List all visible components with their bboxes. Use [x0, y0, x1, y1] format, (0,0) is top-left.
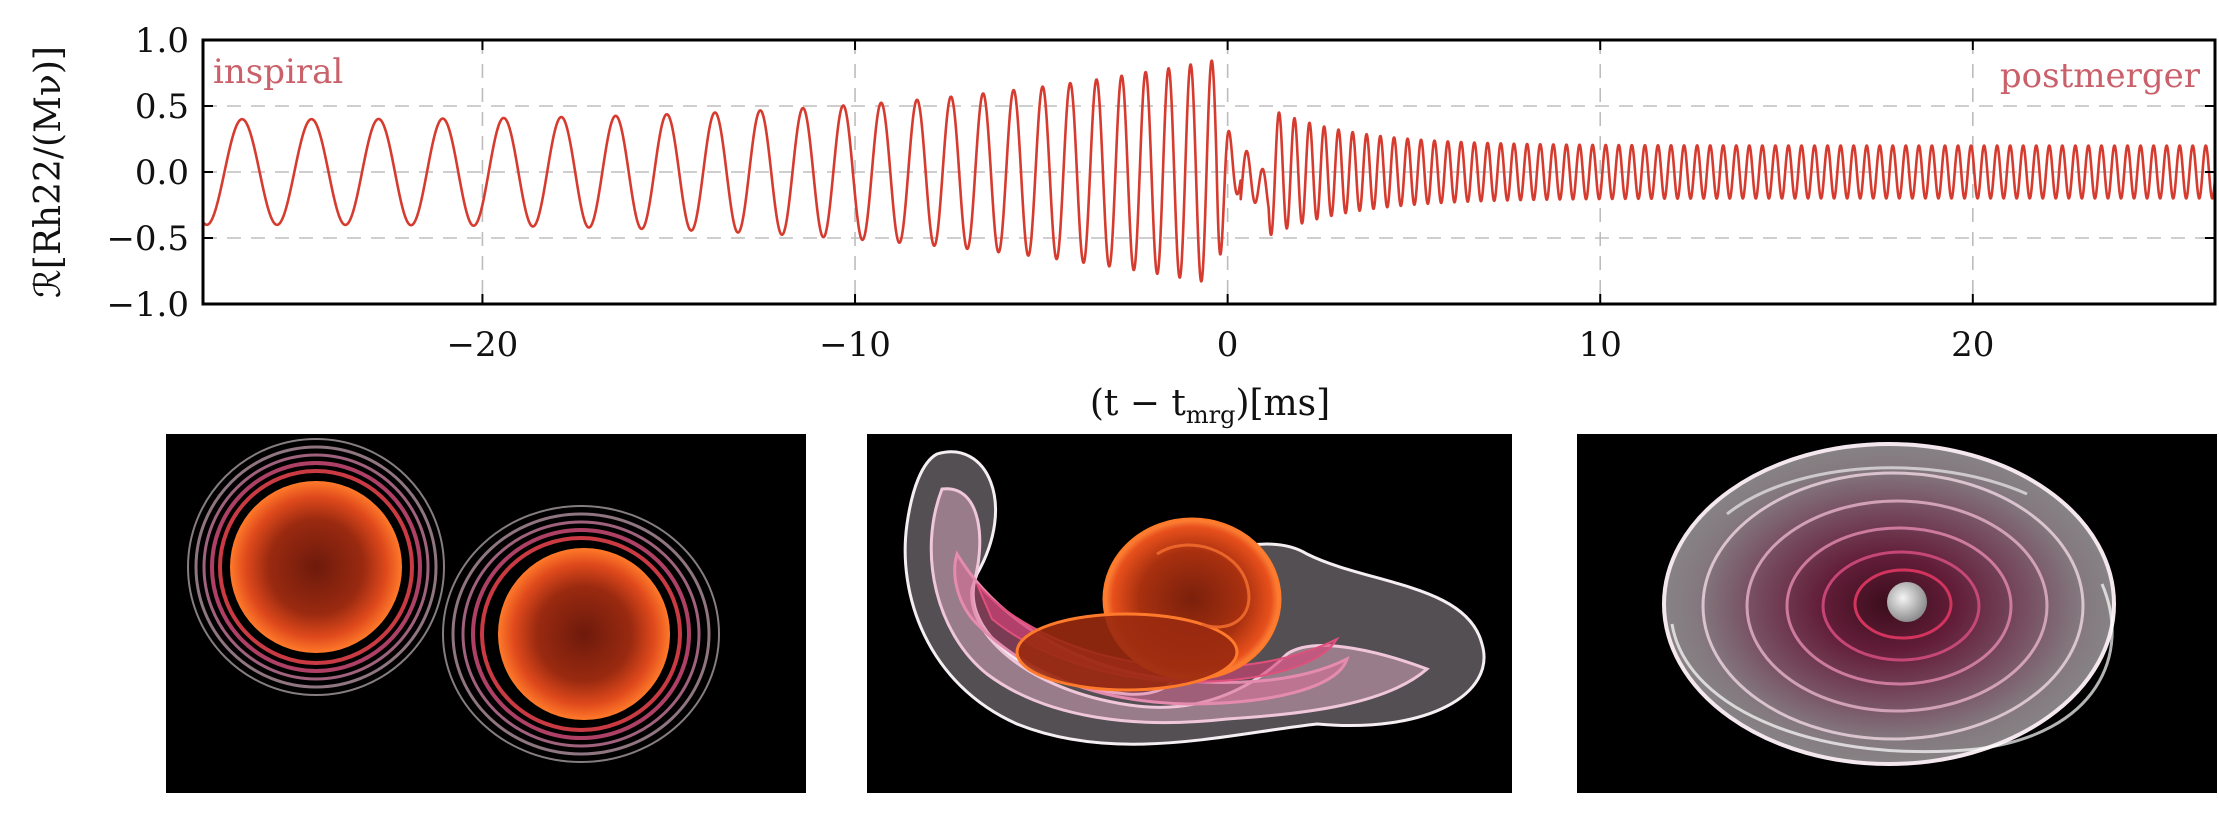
- waveform-chart: −1.0 −0.5 0.0 0.5 1.0 −20 −10 0 10 20 inspiral p…: [28, 21, 2217, 429]
- axis-ticks: [203, 39, 2215, 305]
- x-tick-label: 20: [1951, 325, 1994, 365]
- merger-image: [903, 450, 1486, 746]
- central-remnant: [1887, 582, 1927, 622]
- waveform-line: [203, 59, 2215, 283]
- grid-lines: [203, 40, 2215, 304]
- star-left: [187, 438, 445, 696]
- y-tick-label: 1.0: [135, 21, 189, 61]
- x-tick-labels: −20 −10 0 10 20: [447, 325, 1995, 365]
- annotation-postmerger: postmerger: [2000, 56, 2201, 96]
- x-axis-label-main: (t − t: [1090, 383, 1187, 424]
- x-tick-label: −10: [819, 325, 891, 365]
- y-tick-label: 0.0: [135, 153, 189, 193]
- y-tick-label: 0.5: [135, 87, 189, 127]
- y-tick-label: −1.0: [106, 285, 189, 325]
- x-tick-label: 10: [1579, 325, 1622, 365]
- x-tick-label: −20: [447, 325, 519, 365]
- x-axis-label-tail: )[ms]: [1235, 383, 1330, 424]
- y-axis-label: ℛ[Rh22/(Mν)]: [28, 46, 69, 298]
- panel-inspiral: [166, 434, 806, 793]
- star-right: [442, 505, 720, 763]
- annotation-inspiral: inspiral: [213, 52, 343, 92]
- y-tick-label: −0.5: [106, 219, 189, 259]
- x-tick-label: 0: [1217, 325, 1239, 365]
- postmerger-disk-image: [1662, 442, 2116, 766]
- x-axis-label-sub: mrg: [1186, 401, 1236, 429]
- merger-core: [1015, 517, 1282, 692]
- x-axis-label: (t − tmrg)[ms]: [1090, 383, 1330, 429]
- panel-postmerger: [1577, 434, 2217, 793]
- panel-merger: [867, 434, 1512, 793]
- y-tick-labels: −1.0 −0.5 0.0 0.5 1.0: [106, 21, 189, 325]
- inspiral-stars-image: [187, 438, 720, 763]
- waveform-series: [203, 59, 2215, 283]
